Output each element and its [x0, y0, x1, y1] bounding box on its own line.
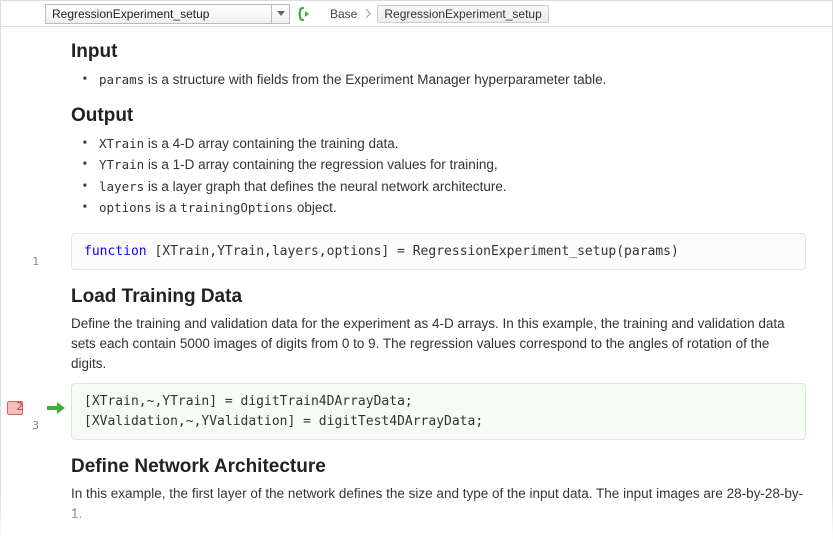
chevron-right-icon — [365, 7, 371, 21]
breadcrumb: Base RegressionExperiment_setup — [328, 5, 549, 23]
paragraph: In this example, the first layer of the … — [71, 484, 806, 523]
breadcrumb-current[interactable]: RegressionExperiment_setup — [377, 5, 548, 23]
editor-window: RegressionExperiment_setup Base Regressi… — [0, 0, 833, 555]
list-text: is a — [152, 200, 181, 215]
list-text: is a 4-D array containing the training d… — [144, 136, 398, 151]
toolbar: RegressionExperiment_setup Base Regressi… — [1, 1, 832, 27]
dropdown-value: RegressionExperiment_setup — [46, 7, 271, 21]
document-content[interactable]: Input params is a structure with fields … — [45, 27, 832, 554]
list-text: is a 1-D array containing the regression… — [144, 157, 497, 172]
section-heading-input: Input — [71, 41, 806, 63]
code-text: [XTrain,YTrain,layers,options] = Regress… — [147, 244, 679, 259]
input-list: params is a structure with fields from t… — [71, 69, 806, 91]
line-number[interactable]: 3 — [7, 419, 39, 432]
code-block-function[interactable]: function [XTrain,YTrain,layers,options] … — [71, 233, 806, 271]
code-token: layers — [99, 179, 144, 194]
paragraph: Define the training and validation data … — [71, 314, 806, 373]
list-item: options is a trainingOptions object. — [99, 197, 806, 219]
code-text: [XTrain,~,YTrain] = digitTrain4DArrayDat… — [84, 394, 483, 429]
list-item: layers is a layer graph that defines the… — [99, 176, 806, 198]
list-text: is a layer graph that defines the neural… — [144, 179, 506, 194]
keyword: function — [84, 244, 147, 259]
line-gutter: 1 2 3 — [1, 27, 45, 554]
chevron-down-icon[interactable] — [271, 5, 289, 23]
output-list: XTrain is a 4-D array containing the tra… — [71, 133, 806, 219]
code-token: YTrain — [99, 157, 144, 172]
list-item: XTrain is a 4-D array containing the tra… — [99, 133, 806, 155]
function-selector-dropdown[interactable]: RegressionExperiment_setup — [45, 4, 290, 24]
code-token: XTrain — [99, 136, 144, 151]
breadcrumb-root[interactable]: Base — [328, 7, 359, 21]
editor-body: 1 2 3 Input params is a structure with f… — [1, 27, 832, 554]
list-item: YTrain is a 1-D array containing the reg… — [99, 154, 806, 176]
line-number[interactable]: 2 — [1, 400, 23, 413]
line-number[interactable]: 1 — [7, 255, 39, 268]
code-token: options — [99, 200, 152, 215]
code-token: params — [99, 72, 144, 87]
list-text: object. — [293, 200, 337, 215]
section-heading-arch: Define Network Architecture — [71, 456, 806, 478]
list-item: params is a structure with fields from t… — [99, 69, 806, 91]
go-to-function-icon[interactable] — [294, 4, 314, 24]
code-token: trainingOptions — [180, 200, 293, 215]
code-block-load[interactable]: [XTrain,~,YTrain] = digitTrain4DArrayDat… — [71, 383, 806, 440]
section-heading-output: Output — [71, 105, 806, 127]
list-text: is a structure with fields from the Expe… — [144, 72, 606, 87]
section-heading-load: Load Training Data — [71, 286, 806, 308]
